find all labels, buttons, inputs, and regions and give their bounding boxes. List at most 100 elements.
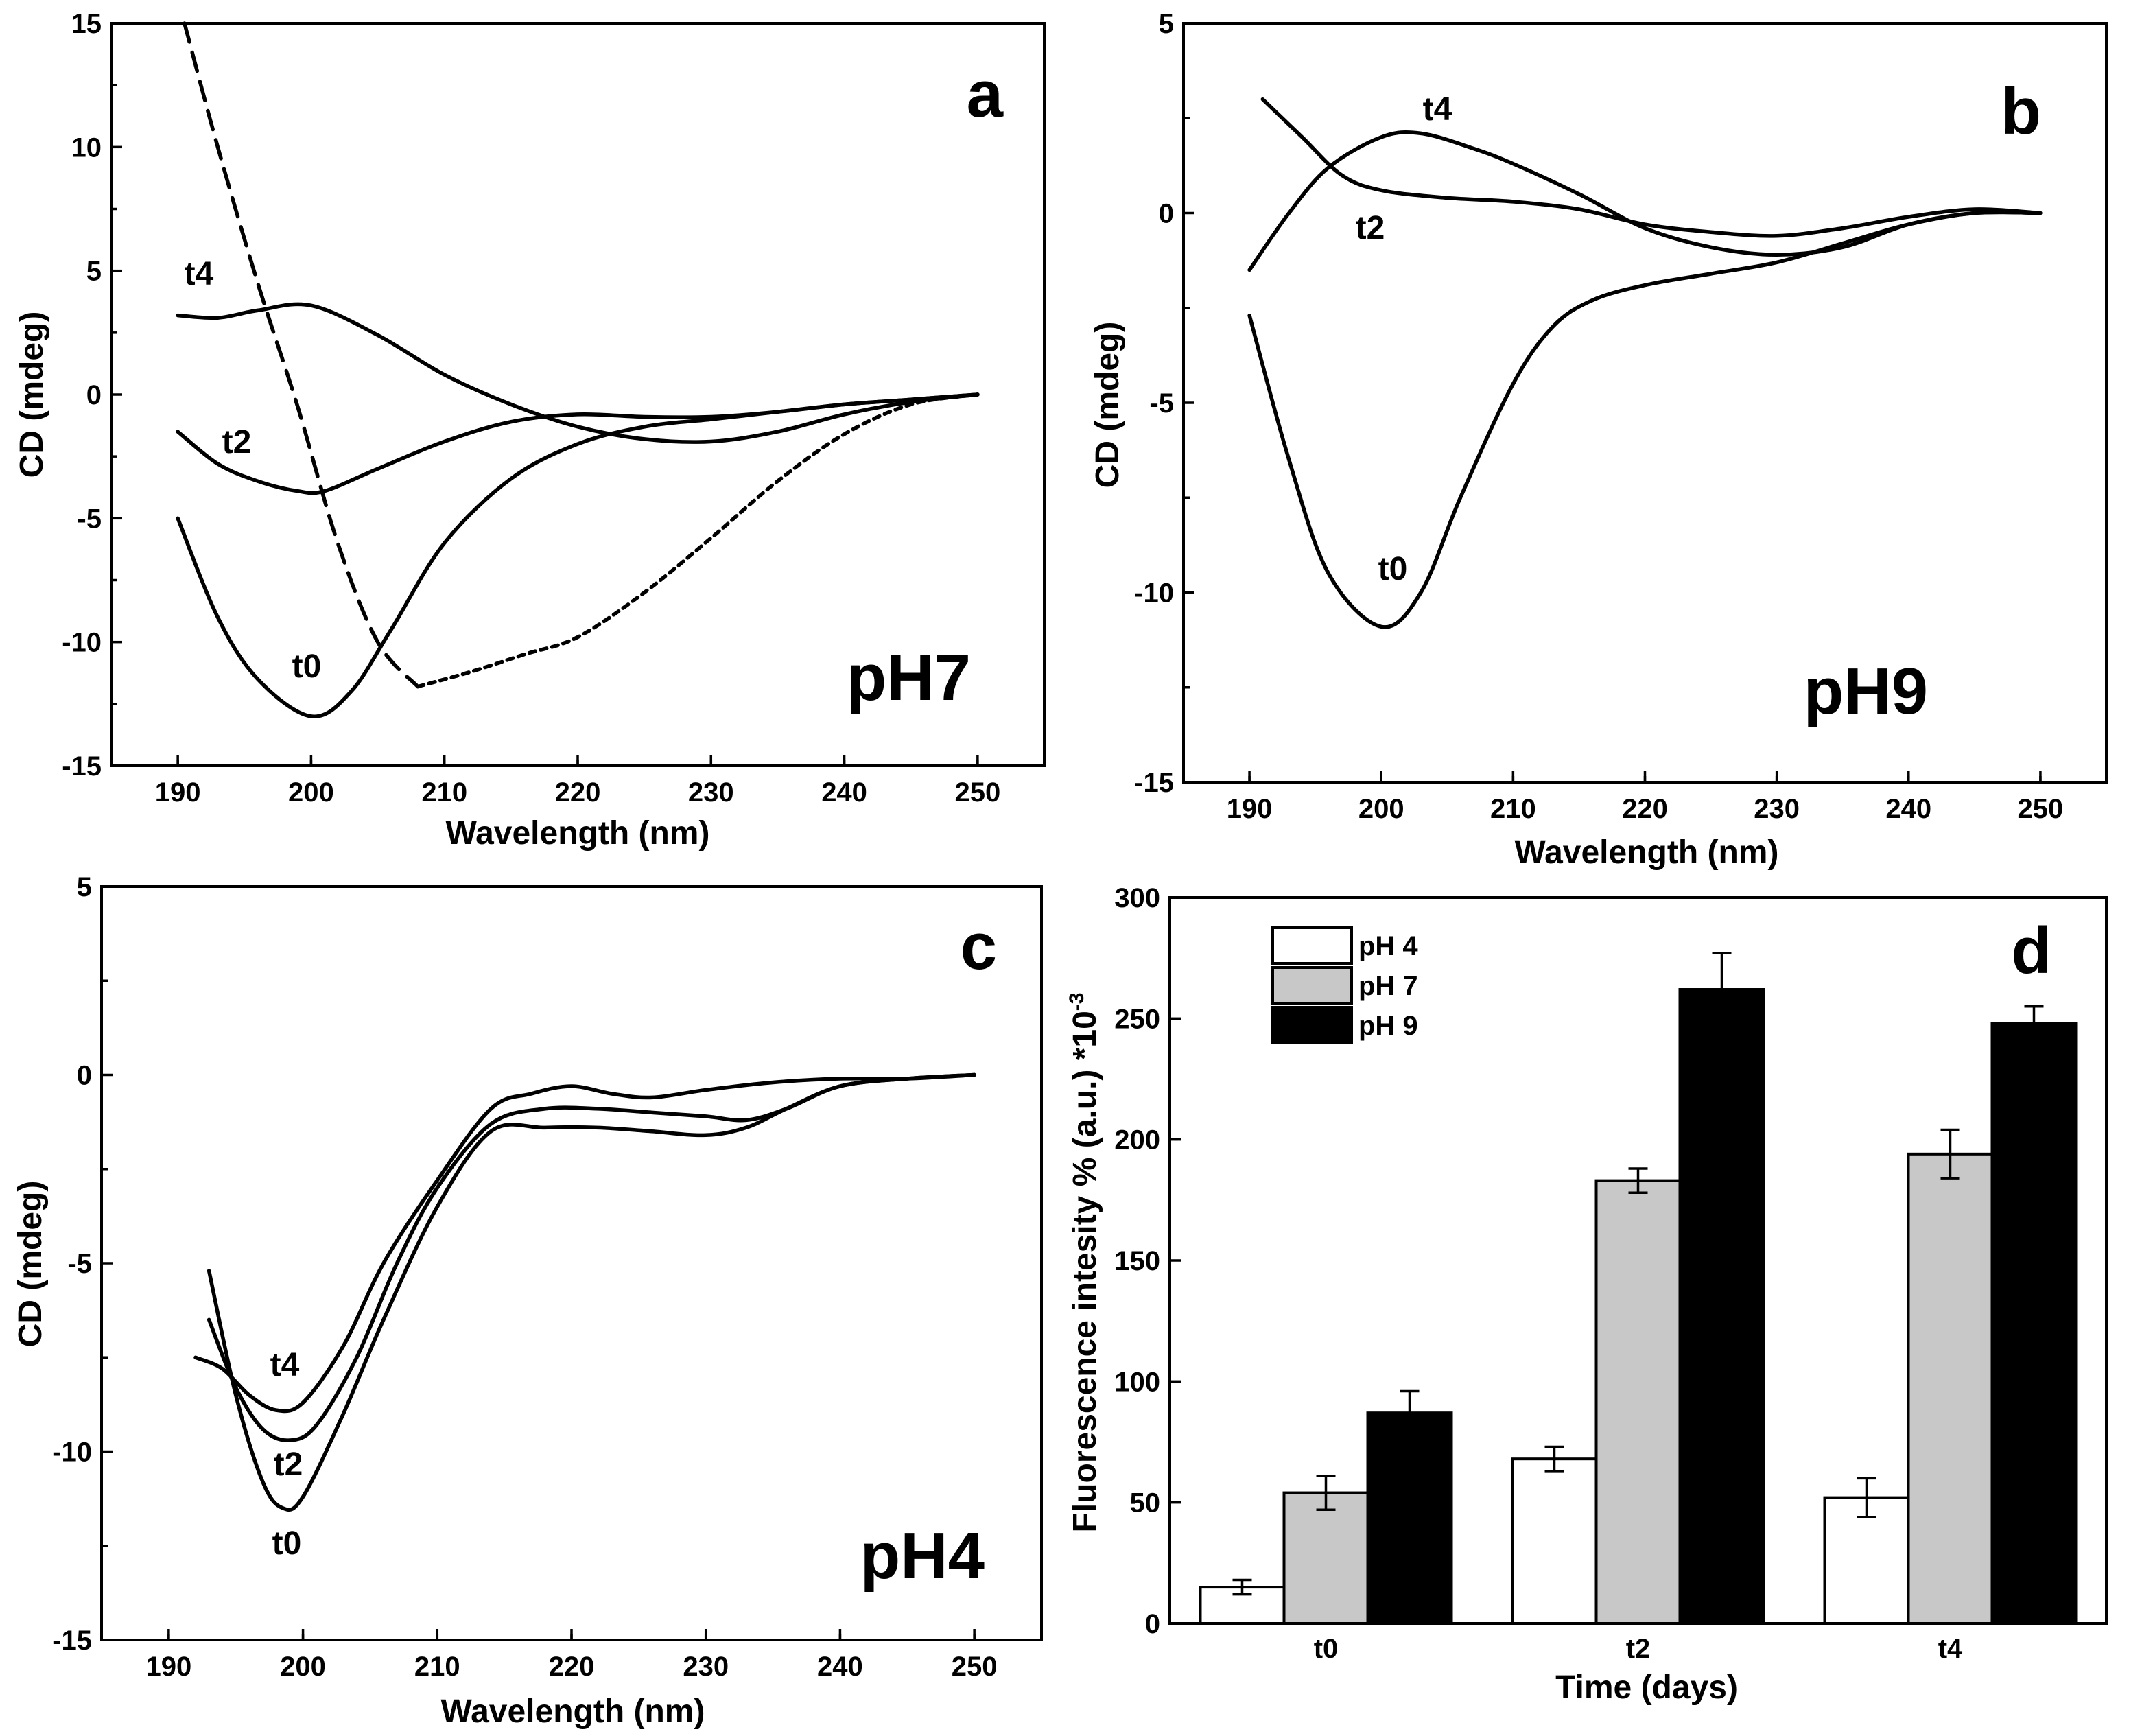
panel-ph-label: pH9 [1804, 655, 1928, 728]
bar-pH7-t0 [1282, 1491, 1369, 1626]
ticks: 190 200 210 220 230 240 250 5 0 -5 -10 -15 [52, 872, 997, 1682]
x-tick-label: 240 [1885, 794, 1931, 824]
x-axis-title: Wavelength (nm) [1515, 834, 1779, 871]
bar-pH4-t4 [1823, 1496, 1910, 1625]
x-tick-label: 200 [1358, 794, 1404, 824]
y-axis-title: CD (mdeg) [1090, 322, 1126, 489]
curve-label-t4: t4 [270, 1347, 300, 1383]
x-tick-label: 190 [1227, 794, 1273, 824]
x-axis-title: Time (days) [1555, 1669, 1738, 1706]
ticks: 300 250 200 150 100 50 0 t0 t2 t4 [1114, 883, 1963, 1664]
ticks: 190 200 210 220 230 240 250 5 0 -5 -10 -15 [1134, 9, 2063, 824]
y-tick-label: -15 [52, 1626, 92, 1656]
x-tick-label: t2 [1626, 1634, 1651, 1664]
y-tick-label: 0 [1159, 199, 1174, 229]
y-axis-title-exponent: -3 [1066, 993, 1088, 1011]
y-tick-label: -10 [1134, 578, 1174, 609]
plot-frame [1182, 22, 2108, 784]
y-tick-label: 10 [71, 132, 102, 163]
y-tick-label: 100 [1114, 1367, 1160, 1397]
bar-pH4-t2 [1511, 1457, 1598, 1626]
legend-swatch [1271, 926, 1353, 965]
series-line-t4 [176, 302, 980, 444]
x-tick-label: 210 [1490, 794, 1536, 824]
x-tick-label: 220 [555, 777, 601, 808]
legend-swatch [1271, 966, 1353, 1005]
curve-label-t0: t0 [1378, 551, 1408, 587]
y-tick-label: 5 [86, 257, 102, 287]
series-line-t4 [193, 1072, 976, 1414]
panel-letter: c [961, 910, 997, 983]
x-tick-label: t4 [1938, 1634, 1963, 1664]
y-tick-label: -10 [62, 628, 102, 658]
x-tick-label: 230 [1754, 794, 1800, 824]
y-axis-title: Fluorescence intesity % (a.u.) *10-3 [1066, 993, 1103, 1533]
y-axis-title: CD (mdeg) [14, 312, 50, 478]
x-tick-label: t0 [1314, 1634, 1339, 1664]
curve-label-t0: t0 [292, 648, 322, 685]
legend-swatch [1271, 1006, 1353, 1044]
x-tick-label: 190 [155, 777, 201, 808]
y-tick-label: 0 [86, 380, 102, 410]
x-tick-label: 250 [952, 1652, 998, 1682]
x-tick-label: 230 [688, 777, 734, 808]
curve-label-t2: t2 [1356, 210, 1385, 246]
x-tick-label: 200 [280, 1652, 326, 1682]
x-tick-label: 210 [421, 777, 467, 808]
y-tick-label: -15 [1134, 768, 1174, 798]
y-tick-label: 15 [71, 9, 102, 39]
curve-label-t4: t4 [1423, 91, 1452, 128]
panel-b-cd-ph9: b pH9 Wavelength (nm) CD (mdeg) 190 200 21… [1090, 9, 2108, 871]
legend-label: pH 4 [1358, 931, 1418, 961]
y-tick-label: -5 [1149, 388, 1174, 419]
bar-pH9-t2 [1678, 988, 1765, 1625]
panel-ph-label: pH7 [847, 641, 971, 714]
panel-letter: b [2001, 75, 2041, 148]
y-tick-label: 300 [1114, 883, 1160, 913]
y-tick-label: -15 [62, 751, 102, 782]
curve-label-t2: t2 [222, 424, 252, 460]
series-line-t0 [207, 1072, 976, 1512]
curves [176, 21, 980, 718]
legend: pH 4 pH 7 pH 9 [1271, 926, 1418, 1044]
x-tick-label: 220 [549, 1652, 595, 1682]
y-tick-label: 50 [1130, 1488, 1161, 1518]
y-tick-label: 200 [1114, 1125, 1160, 1156]
bar-pH9-t0 [1366, 1411, 1453, 1625]
x-tick-label: 190 [145, 1652, 191, 1682]
y-tick-label: 5 [77, 872, 92, 902]
series-line-t2 [1260, 97, 2043, 238]
curve-label-t2: t2 [274, 1446, 303, 1483]
x-tick-label: 250 [954, 777, 1000, 808]
ticks: 190 200 210 220 230 240 250 15 10 5 0 -5 -10 -15 [62, 9, 1000, 808]
series-line-t0 [1247, 210, 2043, 629]
x-tick-label: 230 [683, 1652, 729, 1682]
bars [1199, 952, 2078, 1626]
legend-label: pH 9 [1358, 1011, 1418, 1041]
x-tick-label: 220 [1622, 794, 1668, 824]
y-tick-label: 5 [1159, 9, 1174, 39]
panel-d-fluorescence: d Time (days) Fluorescence intesity % (a… [1066, 883, 2108, 1706]
series-line-t0 [176, 392, 980, 718]
curves [193, 1072, 976, 1512]
panel-letter: d [2011, 914, 2051, 987]
panel-ph-label: pH4 [860, 1519, 985, 1593]
bar-pH7-t4 [1907, 1152, 1994, 1625]
curve-label-t0: t0 [272, 1525, 302, 1562]
y-tick-label: -10 [52, 1438, 92, 1468]
bar-pH9-t4 [1990, 1022, 2078, 1626]
x-tick-label: 210 [414, 1652, 460, 1682]
panel-letter: a [967, 58, 1004, 131]
curve-label-t4: t4 [185, 256, 214, 292]
y-tick-label: -5 [77, 504, 102, 534]
y-tick-label: 250 [1114, 1004, 1160, 1034]
x-axis-title: Wavelength (nm) [441, 1693, 705, 1730]
y-axis-title: CD (mdeg) [12, 1181, 49, 1348]
series-line-t4 [1247, 130, 2043, 272]
series-line-dashed [183, 21, 420, 689]
y-tick-label: -5 [67, 1249, 92, 1279]
x-tick-label: 200 [288, 777, 334, 808]
y-tick-label: 0 [1145, 1609, 1160, 1639]
series-line-dotted [416, 392, 980, 689]
